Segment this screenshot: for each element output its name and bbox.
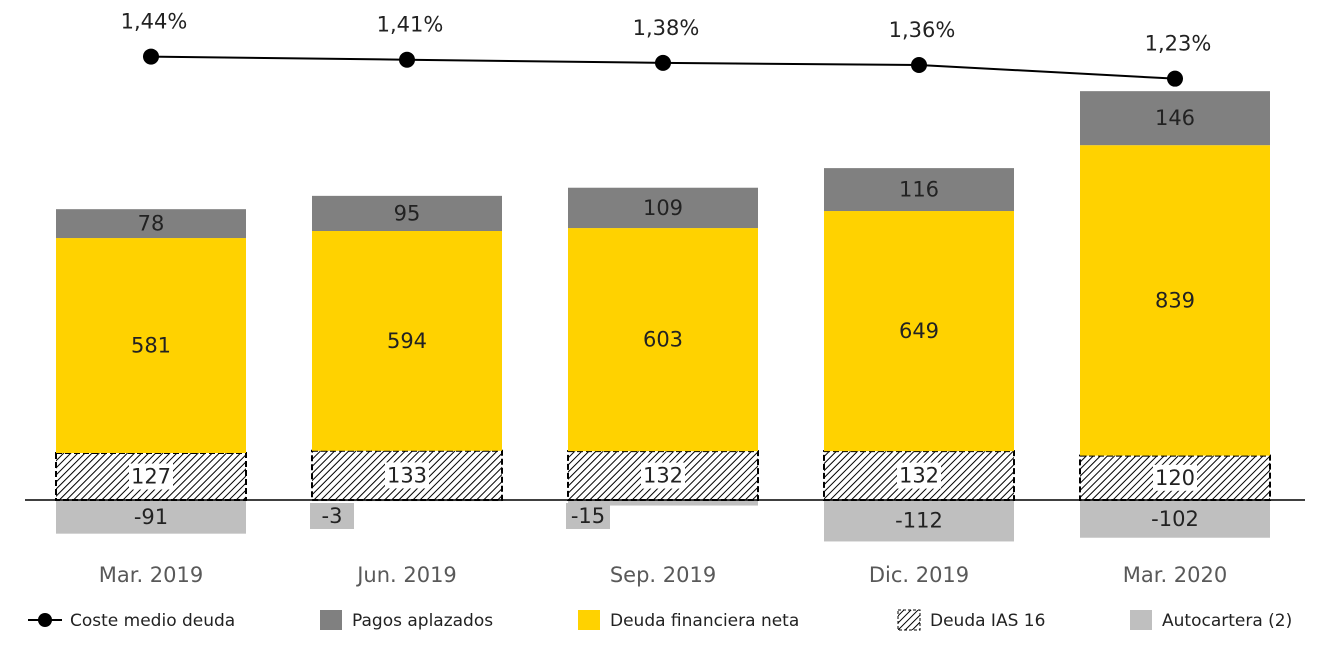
label-box bbox=[566, 503, 610, 529]
data-label: 594 bbox=[387, 329, 427, 353]
line-point bbox=[143, 48, 159, 65]
data-label: -15 bbox=[571, 504, 605, 528]
line-label: 1,44% bbox=[121, 10, 188, 34]
data-label: 133 bbox=[387, 463, 427, 487]
legend-swatch bbox=[897, 609, 921, 631]
bar-segment bbox=[824, 168, 1014, 212]
bar-segment bbox=[1080, 91, 1270, 146]
legend-label: Deuda financiera neta bbox=[610, 611, 799, 631]
bar-segment bbox=[56, 209, 246, 239]
data-label: 581 bbox=[131, 334, 171, 358]
bar-segment bbox=[1080, 145, 1270, 456]
data-label: 132 bbox=[643, 464, 683, 488]
bar-segment bbox=[56, 238, 246, 454]
label-box bbox=[385, 462, 429, 489]
line-point bbox=[655, 54, 671, 71]
legend-swatch bbox=[320, 610, 342, 630]
x-tick-label: Sep. 2019 bbox=[610, 563, 716, 587]
label-box bbox=[641, 462, 685, 489]
x-tick-label: Mar. 2020 bbox=[1123, 563, 1228, 587]
bar-segment bbox=[568, 500, 758, 506]
bar-segment bbox=[56, 500, 246, 534]
legend-label: Autocartera (2) bbox=[1162, 611, 1292, 631]
data-label: -112 bbox=[895, 509, 943, 533]
label-box bbox=[129, 463, 173, 490]
x-tick-label: Dic. 2019 bbox=[869, 563, 969, 587]
bar-segment bbox=[568, 228, 758, 452]
data-label: 78 bbox=[138, 212, 165, 236]
label-box bbox=[310, 503, 354, 529]
data-label: 120 bbox=[1155, 466, 1195, 490]
bar-segment bbox=[824, 500, 1014, 542]
data-label: 839 bbox=[1155, 288, 1195, 312]
line-label: 1,41% bbox=[377, 13, 444, 37]
line-label: 1,38% bbox=[633, 16, 700, 40]
line-point bbox=[1167, 70, 1183, 87]
legend-marker bbox=[38, 613, 52, 627]
bar-segment bbox=[824, 211, 1014, 452]
data-label: 109 bbox=[643, 196, 683, 220]
legend-label: Deuda IAS 16 bbox=[930, 611, 1045, 631]
data-label: 116 bbox=[899, 178, 939, 202]
legend-label: Pagos aplazados bbox=[352, 611, 493, 631]
legend-swatch bbox=[578, 610, 600, 630]
label-box bbox=[1153, 464, 1197, 491]
label-box bbox=[897, 462, 941, 489]
data-label: 95 bbox=[394, 201, 421, 225]
data-label: 649 bbox=[899, 319, 939, 343]
data-label: 603 bbox=[643, 328, 683, 352]
data-label: 146 bbox=[1155, 106, 1195, 130]
x-tick-label: Mar. 2019 bbox=[99, 563, 204, 587]
line-label: 1,23% bbox=[1145, 32, 1212, 56]
legend-label: Coste medio deuda bbox=[70, 611, 235, 631]
data-label: -102 bbox=[1151, 507, 1199, 531]
bar-segment bbox=[568, 187, 758, 229]
line-label: 1,36% bbox=[889, 18, 956, 42]
legend-swatch bbox=[1130, 610, 1152, 630]
data-label: 132 bbox=[899, 464, 939, 488]
bar-segment bbox=[312, 231, 502, 451]
line-point bbox=[399, 51, 415, 68]
x-tick-label: Jun. 2019 bbox=[355, 563, 457, 587]
data-label: 127 bbox=[131, 465, 171, 489]
data-label: -3 bbox=[322, 504, 343, 528]
bar-segment bbox=[312, 195, 502, 232]
data-label: -91 bbox=[134, 505, 168, 529]
bar-segment bbox=[1080, 500, 1270, 538]
line-point bbox=[911, 57, 927, 73]
